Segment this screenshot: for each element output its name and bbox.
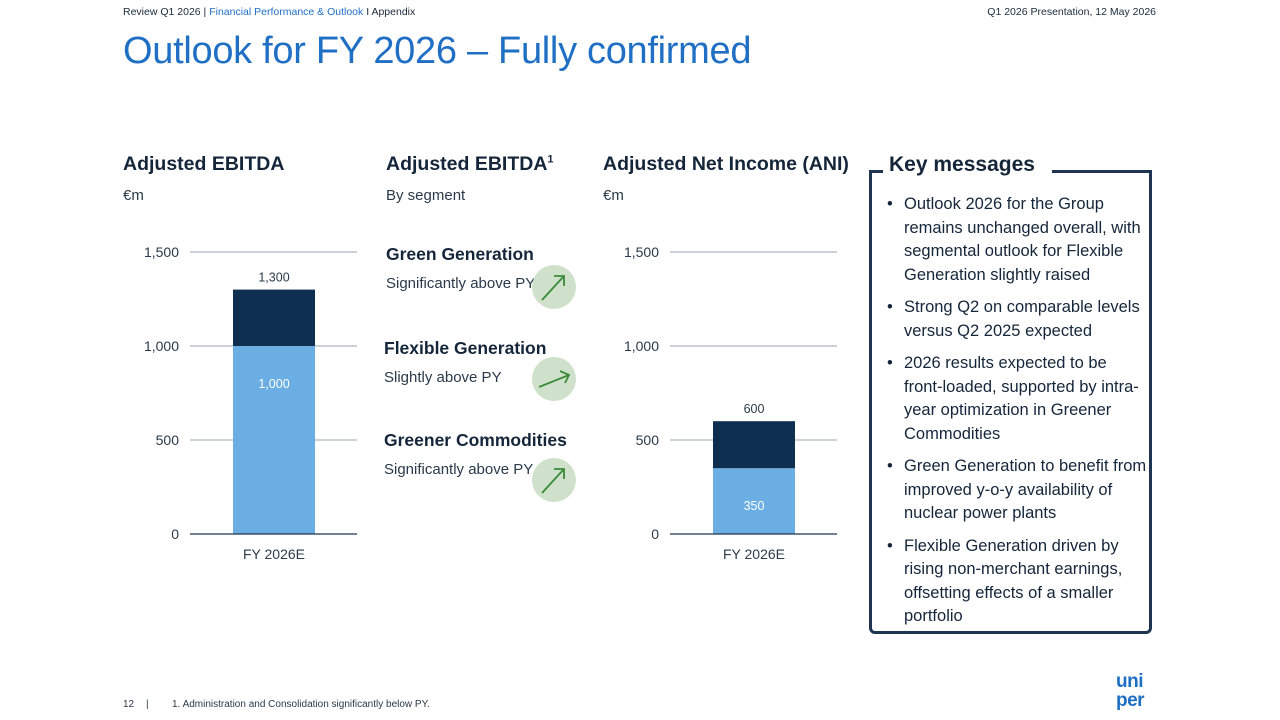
presentation-date: Q1 2026 Presentation, 12 May 2026 bbox=[987, 6, 1156, 18]
segment-title-text: Adjusted EBITDA bbox=[386, 153, 548, 175]
ani-chart-unit: €m bbox=[603, 187, 624, 204]
footer-separator: | bbox=[146, 699, 149, 710]
logo-line-1: uni bbox=[1116, 671, 1144, 692]
ani-bar-segment-1 bbox=[713, 421, 795, 469]
breadcrumb-suffix: I Appendix bbox=[363, 6, 416, 18]
ebitda-total-label: 1,300 bbox=[258, 271, 289, 285]
ebitda-ytick-label: 1,000 bbox=[144, 338, 179, 354]
segment-name-flexible-generation: Flexible Generation bbox=[384, 338, 547, 358]
segment-name-greener-commodities: Greener Commodities bbox=[384, 430, 567, 450]
ebitda-bar-segment-1 bbox=[233, 289, 315, 346]
uniper-logo: uni per bbox=[1116, 672, 1160, 710]
list-item: Outlook 2026 for the Group remains uncha… bbox=[886, 193, 1148, 287]
ani-bar-chart: 0 500 1,000 1,500 350 600 FY 2026E bbox=[624, 244, 837, 562]
ani-ytick-label: 500 bbox=[636, 432, 660, 448]
key-messages-title: Key messages bbox=[888, 153, 1043, 177]
ebitda-ytick-label: 1,500 bbox=[144, 244, 179, 260]
ani-ytick-label: 1,000 bbox=[624, 338, 659, 354]
footnote: 1. Administration and Consolidation sign… bbox=[172, 699, 430, 710]
ebitda-chart-title: Adjusted EBITDA bbox=[123, 153, 285, 175]
page-number: 12 bbox=[123, 699, 135, 710]
arrow-slightly-up-icon bbox=[532, 357, 576, 401]
list-item: Flexible Generation driven by rising non… bbox=[886, 535, 1148, 629]
breadcrumb-current: Financial Performance & Outlook bbox=[209, 6, 364, 18]
arrow-up-right-icon bbox=[532, 265, 576, 309]
ebitda-bar-value-label: 1,000 bbox=[258, 377, 289, 391]
breadcrumb: Review Q1 2026 | Financial Performance &… bbox=[123, 6, 415, 18]
ebitda-chart-unit: €m bbox=[123, 187, 144, 204]
ebitda-bar-segment-0 bbox=[233, 346, 315, 534]
ebitda-ytick-label: 500 bbox=[156, 432, 180, 448]
list-item: Green Generation to benefit from improve… bbox=[886, 455, 1148, 526]
ani-chart-title: Adjusted Net Income (ANI) bbox=[603, 153, 849, 175]
box-border-left bbox=[869, 170, 883, 173]
segment-desc-green-generation: Significantly above PY bbox=[386, 275, 536, 292]
logo-line-2: per bbox=[1116, 690, 1145, 711]
segment-name-green-generation: Green Generation bbox=[386, 244, 534, 264]
ebitda-bar-chart: 0 500 1,000 1,500 1,000 1,300 FY 2026E bbox=[144, 244, 357, 562]
arrow-up-right-icon bbox=[532, 458, 576, 502]
ani-ytick-label: 0 bbox=[651, 526, 659, 542]
breadcrumb-section: Review Q1 2026 | bbox=[123, 6, 210, 18]
ani-bar-segment-0 bbox=[713, 468, 795, 534]
key-messages-box bbox=[869, 170, 1152, 634]
segment-subtitle: By segment bbox=[386, 187, 466, 204]
ani-category-label: FY 2026E bbox=[723, 546, 785, 562]
ebitda-ytick-label: 0 bbox=[171, 526, 179, 542]
list-item: Strong Q2 on comparable levels versus Q2… bbox=[886, 296, 1148, 343]
ebitda-category-label: FY 2026E bbox=[243, 546, 305, 562]
ani-bar-value-label: 350 bbox=[744, 499, 765, 513]
list-item: 2026 results expected to be front-loaded… bbox=[886, 352, 1148, 446]
ani-total-label: 600 bbox=[744, 402, 765, 416]
ani-ytick-label: 1,500 bbox=[624, 244, 659, 260]
key-messages-list: Outlook 2026 for the Group remains uncha… bbox=[886, 193, 1148, 638]
segment-title: Adjusted EBITDA1 bbox=[386, 153, 554, 176]
box-border-right bbox=[1052, 170, 1152, 173]
page-title: Outlook for FY 2026 – Fully confirmed bbox=[123, 30, 752, 72]
segment-desc-greener-commodities: Significantly above PY bbox=[384, 461, 534, 478]
footnote-mark: 1 bbox=[547, 153, 554, 166]
segment-desc-flexible-generation: Slightly above PY bbox=[384, 369, 502, 386]
